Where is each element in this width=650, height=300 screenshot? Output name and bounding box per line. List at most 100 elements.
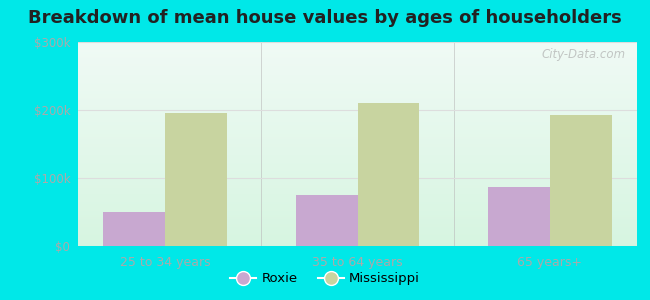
Bar xyxy=(78,67,637,68)
Bar xyxy=(78,132,637,133)
Bar xyxy=(78,119,637,121)
Bar xyxy=(78,204,637,205)
Bar xyxy=(78,125,637,126)
Bar xyxy=(78,148,637,149)
Bar xyxy=(78,218,637,219)
Bar xyxy=(78,142,637,144)
Bar xyxy=(78,128,637,129)
Bar xyxy=(78,106,637,107)
Bar xyxy=(78,105,637,106)
Bar xyxy=(78,94,637,95)
Bar xyxy=(78,207,637,208)
Bar xyxy=(78,84,637,86)
Bar xyxy=(78,242,637,243)
Bar xyxy=(78,61,637,62)
Bar xyxy=(165,113,227,246)
Bar xyxy=(78,234,637,235)
Bar xyxy=(78,226,637,227)
Bar xyxy=(78,70,637,72)
Bar xyxy=(78,154,637,155)
Bar xyxy=(78,103,637,105)
Bar xyxy=(78,183,637,185)
Bar xyxy=(78,198,637,200)
Bar xyxy=(78,121,637,122)
Bar xyxy=(78,156,637,158)
Bar xyxy=(78,98,637,99)
Bar xyxy=(78,159,637,160)
Bar xyxy=(78,223,637,224)
Bar xyxy=(78,65,637,67)
Bar xyxy=(78,228,637,230)
Bar xyxy=(78,172,637,174)
Bar xyxy=(78,79,637,80)
Bar xyxy=(78,215,637,216)
Bar xyxy=(78,241,637,242)
Bar xyxy=(78,134,637,136)
Bar xyxy=(78,193,637,194)
Bar xyxy=(78,64,637,65)
Bar xyxy=(78,235,637,236)
Bar xyxy=(78,69,637,70)
Bar xyxy=(78,205,637,207)
Bar xyxy=(78,144,637,146)
Bar xyxy=(78,170,637,171)
Bar xyxy=(78,177,637,178)
Bar xyxy=(78,188,637,189)
Bar xyxy=(78,126,637,128)
Bar xyxy=(78,129,637,130)
Bar xyxy=(78,110,637,111)
Bar xyxy=(78,49,637,50)
Bar xyxy=(78,124,637,125)
Bar xyxy=(78,181,637,182)
Bar xyxy=(78,230,637,231)
Bar xyxy=(78,80,637,81)
Bar xyxy=(78,72,637,73)
Bar xyxy=(78,57,637,58)
Bar xyxy=(78,164,637,166)
Bar xyxy=(78,208,637,209)
Bar xyxy=(78,87,637,88)
Bar xyxy=(78,102,637,103)
Legend: Roxie, Mississippi: Roxie, Mississippi xyxy=(225,267,425,290)
Bar xyxy=(78,192,637,193)
Bar xyxy=(78,152,637,154)
Bar xyxy=(78,107,637,109)
Bar xyxy=(78,111,637,113)
Bar xyxy=(78,90,637,91)
Bar xyxy=(78,167,637,169)
Bar xyxy=(78,194,637,196)
Bar xyxy=(78,197,637,198)
Bar xyxy=(358,103,419,246)
Bar xyxy=(78,75,637,76)
Bar xyxy=(78,216,637,218)
Bar xyxy=(78,196,637,197)
Bar xyxy=(78,73,637,75)
Bar xyxy=(78,221,637,223)
Bar xyxy=(78,178,637,179)
Bar xyxy=(78,141,637,142)
Bar xyxy=(78,58,637,60)
Bar xyxy=(78,92,637,94)
Bar xyxy=(78,163,637,164)
Bar xyxy=(78,122,637,124)
Bar xyxy=(78,169,637,170)
Bar xyxy=(78,171,637,172)
Bar xyxy=(78,236,637,238)
Bar xyxy=(78,54,637,56)
Bar xyxy=(78,114,637,116)
Bar xyxy=(78,147,637,148)
Bar xyxy=(78,149,637,151)
Bar xyxy=(78,186,637,188)
Bar xyxy=(78,95,637,96)
Bar xyxy=(550,116,612,246)
Bar xyxy=(78,81,637,83)
Bar xyxy=(78,47,637,49)
Bar xyxy=(78,212,637,213)
Bar xyxy=(78,174,637,175)
Bar xyxy=(78,85,637,87)
Bar xyxy=(78,46,637,47)
Bar xyxy=(78,243,637,244)
Bar xyxy=(78,239,637,241)
Bar xyxy=(78,220,637,221)
Bar xyxy=(78,160,637,162)
